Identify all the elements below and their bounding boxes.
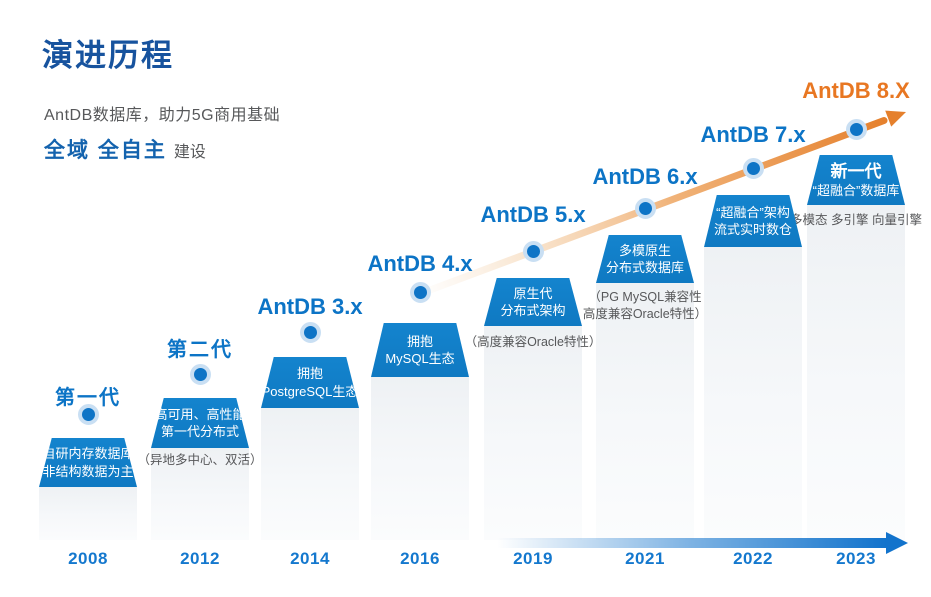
timeline-column-2014: AntDB 3.x 拥抱 PostgreSQL生态 2014 <box>257 0 362 597</box>
timeline-column-2023: AntDB 8.X 新一代 “超融合”数据库 多模态 多引擎 向量引擎 2023 <box>790 0 922 597</box>
timeline-column-2016: AntDB 4.x 拥抱 MySQL生态 2016 <box>367 0 472 597</box>
milestone-dot-icon <box>190 364 211 385</box>
column-bar <box>704 247 802 540</box>
year-label: 2021 <box>625 549 665 568</box>
timeline-column-2012: 第二代 高可用、高性能 第一代分布式 （异地多中心、双活） 2012 <box>137 0 262 597</box>
trapezoid-text: 高可用、高性能 <box>154 406 246 422</box>
milestone-trapezoid: 高可用、高性能 第一代分布式 <box>151 398 249 448</box>
trapezoid-text: 多模原生 <box>618 242 671 258</box>
milestone-trapezoid: 原生代 分布式架构 <box>484 278 582 326</box>
milestone-dot-icon <box>743 158 764 179</box>
page-title: 演进历程 <box>42 38 174 73</box>
column-bar <box>371 377 469 540</box>
trapezoid-text: 自研内存数据库 <box>42 446 134 461</box>
trapezoid-text: MySQL生态 <box>385 351 455 366</box>
year-label: 2008 <box>68 549 108 568</box>
trapezoid-text: 流式实时数仓 <box>713 222 792 237</box>
header: 演进历程 AntDB数据库，助力5G商用基础 全域 全自主 建设 <box>42 30 280 164</box>
milestone-trapezoid: 多模原生 分布式数据库 <box>596 235 694 283</box>
milestone-caption: （高度兼容Oracle特性） <box>464 335 602 349</box>
trapezoid-text: 分布式架构 <box>500 303 566 318</box>
year-label: 2012 <box>180 549 220 568</box>
column-bar <box>807 205 905 540</box>
milestone-label: 第一代 <box>55 387 121 409</box>
milestone-trapezoid: 拥抱 PostgreSQL生态 <box>261 357 359 408</box>
milestone-dot-icon <box>78 404 99 425</box>
year-label: 2014 <box>290 549 330 568</box>
trapezoid-text: 分布式数据库 <box>605 260 684 275</box>
timeline-column-2008: 第一代 自研内存数据库 （非结构数据为主） 2008 <box>39 0 137 597</box>
milestone-caption: （异地多中心、双活） <box>137 453 263 467</box>
year-label: 2019 <box>513 549 553 568</box>
trapezoid-text: 拥抱 <box>406 333 433 349</box>
milestone-dot-icon <box>410 282 431 303</box>
tagline-strong: 全域 全自主 <box>44 139 167 162</box>
column-bar <box>261 408 359 540</box>
column-bar <box>484 326 582 540</box>
caption-line: 高度兼容Oracle特性） <box>582 306 708 321</box>
milestone-dot-icon <box>635 198 656 219</box>
trapezoid-text: 第一代分布式 <box>160 424 239 439</box>
column-bar <box>39 487 137 540</box>
column-bar <box>151 448 249 540</box>
timeline-column-2022: AntDB 7.x “超融合”架构 流式实时数仓 2022 <box>700 0 805 597</box>
milestone-label: AntDB 5.x <box>480 202 586 227</box>
milestone-label: AntDB 6.x <box>592 164 698 189</box>
milestone-dot-icon <box>523 241 544 262</box>
milestone-dot-icon <box>300 322 321 343</box>
year-label: 2023 <box>836 549 876 568</box>
trapezoid-text: 拥抱 <box>296 366 323 381</box>
subtitle: AntDB数据库，助力5G商用基础 <box>44 107 281 124</box>
trapezoid-text: 新一代 <box>830 161 882 181</box>
milestone-label: AntDB 7.x <box>700 122 806 147</box>
milestone-trapezoid: 拥抱 MySQL生态 <box>371 323 469 377</box>
year-label: 2016 <box>400 549 440 568</box>
milestone-label: AntDB 4.x <box>367 251 473 276</box>
trapezoid-text: PostgreSQL生态 <box>261 383 359 399</box>
tagline: 全域 全自主 建设 <box>44 134 280 164</box>
caption-line: （PG MySQL兼容性 <box>588 290 702 304</box>
column-bar <box>596 283 694 540</box>
timeline-column-2021: AntDB 6.x 多模原生 分布式数据库 （PG MySQL兼容性 高度兼容O… <box>583 0 707 597</box>
year-label: 2022 <box>733 549 773 568</box>
tagline-rest: 建设 <box>173 144 206 161</box>
milestone-caption: 多模态 多引擎 向量引擎 <box>790 213 922 227</box>
trapezoid-text: （非结构数据为主） <box>29 463 147 479</box>
milestone-label: 第二代 <box>167 339 233 361</box>
milestone-caption: （PG MySQL兼容性 高度兼容Oracle特性） <box>583 289 707 322</box>
trapezoid-text: 原生代 <box>513 285 553 301</box>
trapezoid-text: “超融合”架构 <box>716 204 790 220</box>
milestone-label: AntDB 3.x <box>257 294 363 319</box>
milestone-dot-icon <box>846 119 867 140</box>
milestone-trapezoid: 自研内存数据库 （非结构数据为主） <box>39 438 137 487</box>
timeline-column-2019: AntDB 5.x 原生代 分布式架构 （高度兼容Oracle特性） 2019 <box>465 0 602 597</box>
milestone-label: AntDB 8.X <box>802 78 910 103</box>
trapezoid-text: “超融合”数据库 <box>812 182 900 198</box>
milestone-trapezoid: 新一代 “超融合”数据库 <box>807 155 905 205</box>
milestone-trapezoid: “超融合”架构 流式实时数仓 <box>704 195 802 247</box>
